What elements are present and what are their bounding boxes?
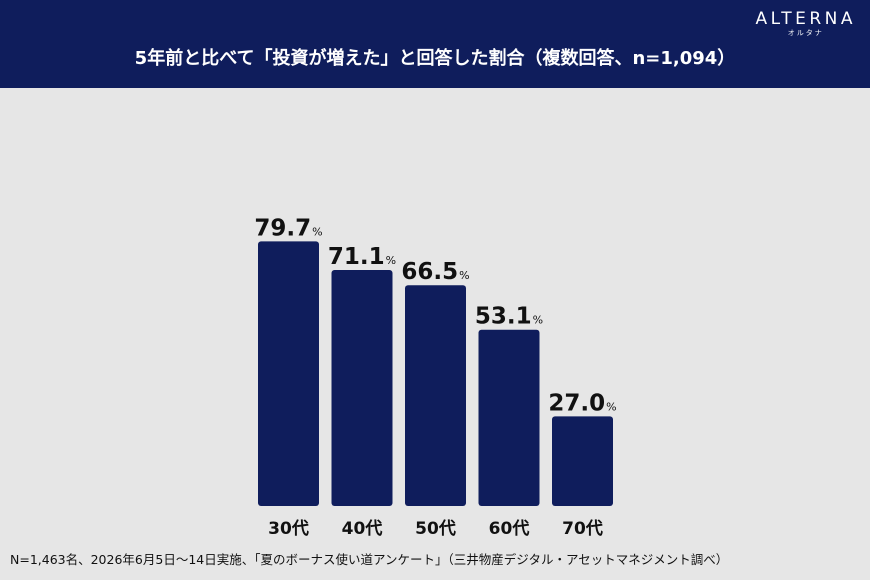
footnote: N=1,463名、2026年6月5日～14日実施、「夏のボーナス使い道アンケート…: [10, 552, 729, 567]
data-label: 53.1%: [475, 304, 543, 330]
header-banner: ALTERNA オルタナ 5年前と比べて「投資が増えた」と回答した割合（複数回答…: [0, 0, 870, 88]
bar-50代: [405, 285, 466, 506]
brand-logo: ALTERNA オルタナ: [755, 9, 856, 38]
category-label: 70代: [562, 518, 603, 539]
bar-30代: [258, 241, 319, 506]
category-label: 30代: [268, 518, 309, 539]
data-label: 66.5%: [401, 259, 469, 285]
bar-60代: [478, 329, 540, 506]
data-label: 79.7%: [254, 215, 322, 241]
brand-subname: オルタナ: [787, 29, 824, 37]
bar-70代: [552, 416, 613, 506]
bar-chart: 79.7% 30代 71.1% 40代 66.5% 50代 53.1% 60代 27.0% 70代: [254, 215, 616, 539]
data-label: 71.1%: [328, 244, 396, 270]
data-label: 27.0%: [548, 390, 616, 416]
category-label: 40代: [342, 518, 383, 539]
bar-40代: [331, 269, 393, 506]
category-label: 60代: [489, 518, 530, 539]
brand-name: ALTERNA: [755, 9, 856, 29]
chart-title: 5年前と比べて「投資が増えた」と回答した割合（複数回答、n=1,094）: [134, 48, 736, 69]
category-label: 50代: [415, 518, 456, 539]
